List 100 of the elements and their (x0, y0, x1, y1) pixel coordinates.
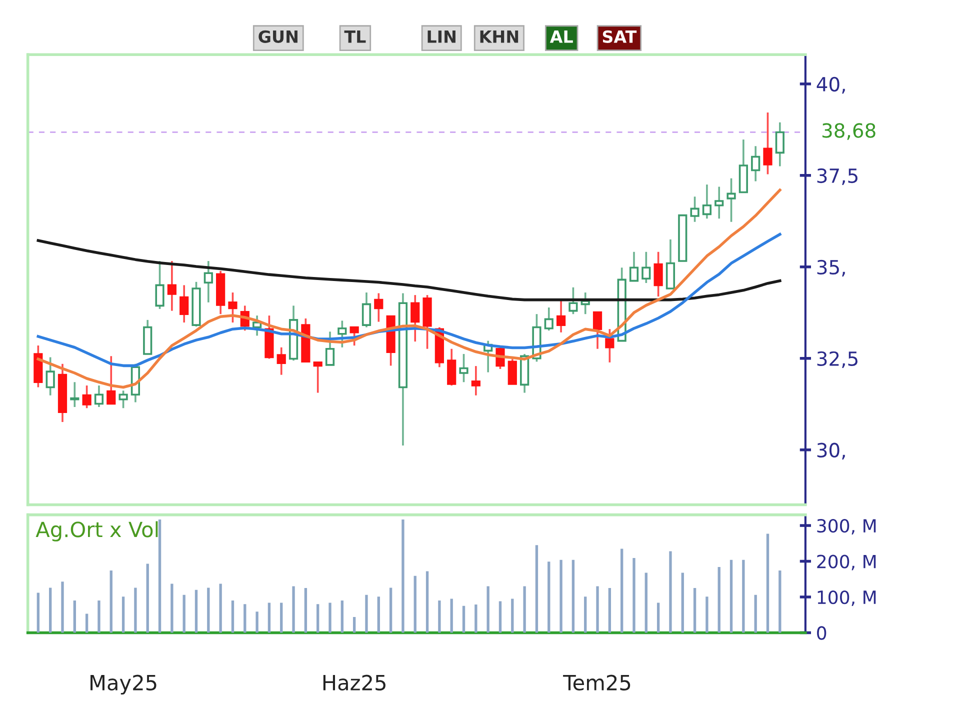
bar (340, 600, 344, 633)
bar (511, 598, 514, 633)
y-tick-label: 35, (817, 260, 845, 277)
bar (462, 606, 466, 633)
text: KHN (480, 30, 518, 43)
bar (523, 586, 526, 633)
text: SAT (602, 30, 637, 43)
line-series (36, 239, 782, 302)
x-tick-label: Tem25 (563, 674, 630, 691)
text: GUN (258, 30, 298, 43)
bar (110, 570, 112, 633)
bar (36, 592, 40, 633)
bar (352, 617, 356, 633)
candlestick (508, 358, 517, 385)
bar (377, 596, 380, 633)
candlestick (459, 353, 468, 384)
bar (572, 560, 575, 633)
y-tick-label: 32,5 (817, 351, 858, 368)
bar (256, 612, 258, 633)
bar (182, 594, 186, 633)
ref-line-label: 38,68 (822, 123, 876, 140)
candlestick (70, 381, 80, 408)
bar (632, 558, 636, 633)
bar (304, 588, 308, 633)
candlestick (374, 292, 384, 323)
bar (426, 571, 429, 633)
candlestick (471, 365, 480, 396)
bar (134, 588, 137, 633)
bar (450, 598, 453, 633)
candlestick (82, 384, 92, 410)
bar (61, 582, 64, 633)
text: TL (344, 30, 366, 43)
candlestick (654, 250, 663, 298)
bar (402, 519, 404, 633)
bar (85, 614, 88, 633)
bar (754, 594, 757, 633)
bar (498, 601, 502, 633)
candlestick (714, 186, 724, 220)
candlestick (447, 348, 456, 386)
bar (49, 588, 52, 633)
bar (231, 600, 234, 633)
x-tick-label: Haz25 (323, 674, 386, 691)
candlestick (325, 330, 335, 366)
bar (244, 604, 246, 633)
candlestick (702, 184, 712, 220)
candlestick (642, 250, 651, 284)
candlestick (94, 384, 104, 408)
y-tick-label: 37,5 (817, 168, 858, 186)
bar (292, 586, 295, 633)
bar (669, 551, 672, 633)
candlestick (46, 356, 55, 396)
candlestick (690, 196, 700, 223)
bar (548, 562, 550, 633)
candlestick (180, 284, 189, 324)
candlestick (106, 355, 116, 405)
candlestick (313, 361, 322, 394)
text: LIN (428, 30, 456, 43)
bar (414, 576, 416, 633)
candlestick (167, 260, 176, 312)
bar (122, 596, 125, 633)
y-tick-label: 200, M (817, 554, 876, 570)
line-series (36, 232, 782, 368)
y-tick-label: 100, M (818, 590, 876, 606)
bar (98, 600, 100, 633)
text: AL (550, 30, 573, 43)
candlestick (556, 300, 566, 334)
candlestick (155, 260, 164, 310)
bar (560, 560, 562, 633)
candlestick (726, 177, 736, 223)
bar (730, 560, 733, 633)
bar (681, 572, 684, 633)
bar (584, 596, 587, 633)
candlestick (775, 121, 784, 168)
bar (620, 548, 624, 633)
bar (766, 534, 770, 633)
candlestick (605, 328, 614, 364)
bar (596, 586, 599, 633)
bar (73, 600, 76, 633)
bar (207, 588, 210, 633)
bar (718, 566, 720, 633)
bar (316, 604, 320, 633)
bar (146, 564, 149, 633)
y-tick-label: 30, (817, 442, 845, 460)
bar (365, 594, 368, 633)
candlestick (338, 320, 347, 348)
candlestick (362, 292, 372, 328)
bar (158, 519, 162, 633)
bar (693, 588, 696, 633)
bar (438, 600, 441, 633)
candlestick (118, 390, 128, 410)
bar (389, 588, 392, 633)
bar (535, 545, 538, 633)
candlestick (568, 286, 578, 315)
annotation: Ag.Ort x Vol (36, 521, 158, 542)
candlestick (629, 250, 639, 282)
bar (778, 570, 782, 633)
bar (644, 572, 648, 633)
bar (328, 602, 332, 633)
bar (219, 584, 222, 633)
bar (706, 596, 708, 633)
